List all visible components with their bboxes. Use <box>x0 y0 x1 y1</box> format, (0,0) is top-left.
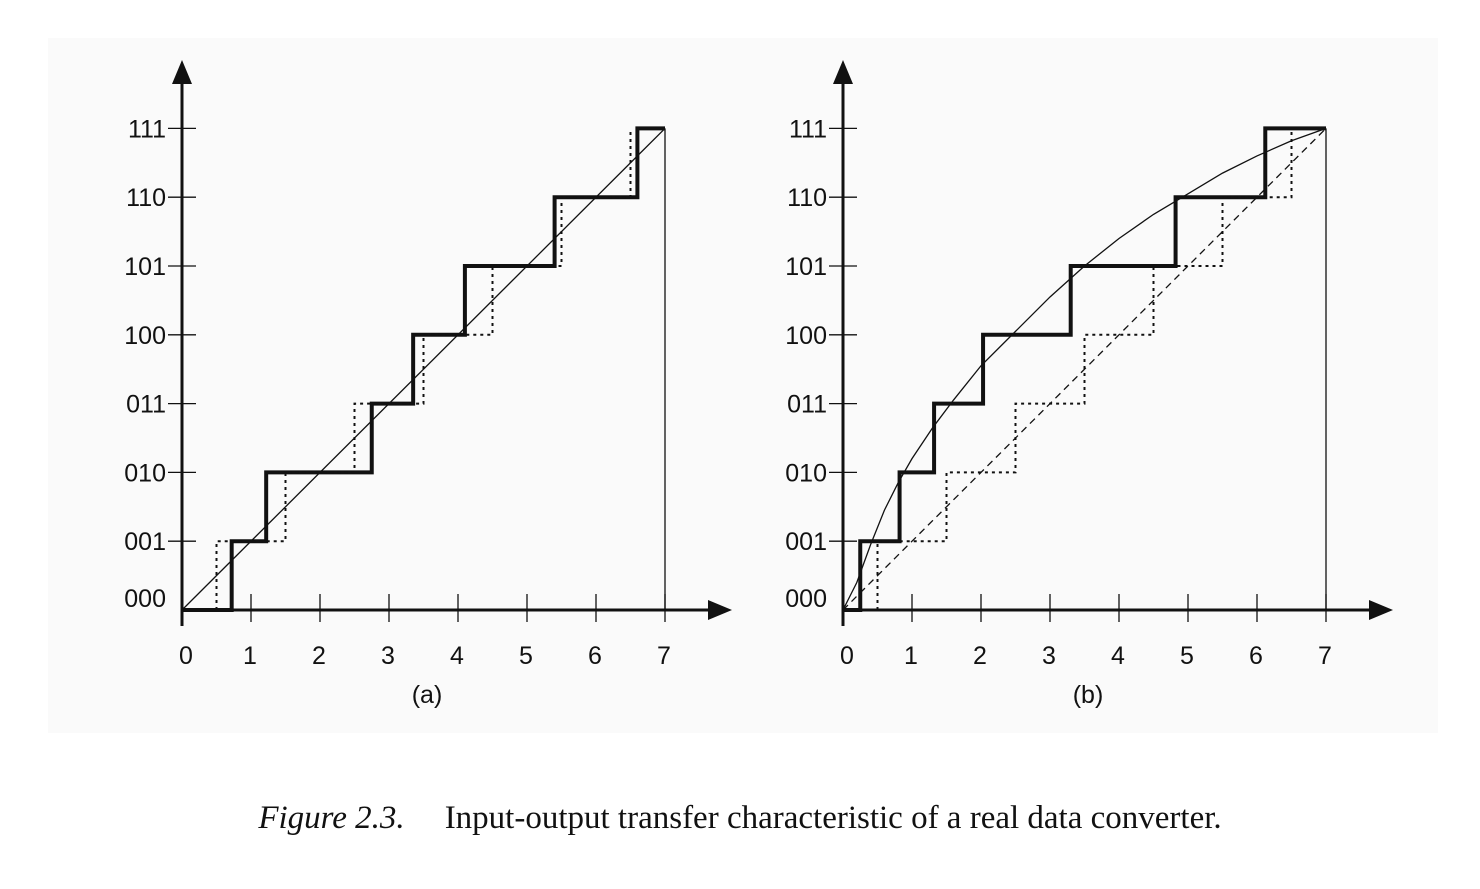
y-tick-label: 011 <box>126 391 166 419</box>
x-tick-label: 0 <box>840 642 854 670</box>
y-tick-label: 000 <box>124 585 166 613</box>
y-tick-label: 100 <box>785 322 827 350</box>
series-line-solid-thin <box>181 127 666 611</box>
x-tick-label: 4 <box>1111 642 1125 670</box>
y-axis-arrow-icon <box>833 60 853 84</box>
figure-background <box>48 38 1438 733</box>
x-axis-arrow-icon <box>708 600 732 620</box>
y-tick-label: 101 <box>785 253 827 281</box>
y-tick-label: 111 <box>789 115 827 143</box>
y-tick-label: 011 <box>787 391 827 419</box>
x-tick-label: 3 <box>381 642 395 670</box>
y-tick-label: 001 <box>124 528 166 556</box>
x-tick-label: 6 <box>588 642 602 670</box>
series-line-dotted <box>215 128 632 610</box>
panel-label: (a) <box>412 681 443 709</box>
caption-text: Input-output transfer characteristic of … <box>444 800 1222 836</box>
x-axis-arrow-icon <box>1369 600 1393 620</box>
x-tick-label: 1 <box>243 642 257 670</box>
x-tick-label: 7 <box>657 642 671 670</box>
y-tick-label: 010 <box>785 459 827 487</box>
x-tick-label: 0 <box>179 642 193 670</box>
y-tick-label: 110 <box>126 184 166 212</box>
figure-caption: Figure 2.3. Input-output transfer charact… <box>0 800 1480 837</box>
x-tick-label: 4 <box>450 642 464 670</box>
x-tick-label: 3 <box>1042 642 1056 670</box>
series-line-dashed <box>842 127 1327 611</box>
y-tick-label: 010 <box>124 459 166 487</box>
x-tick-label: 2 <box>973 642 987 670</box>
y-tick-label: 100 <box>124 322 166 350</box>
x-tick-label: 6 <box>1249 642 1263 670</box>
y-tick-label: 001 <box>785 528 827 556</box>
x-tick-label: 5 <box>519 642 533 670</box>
figure-number: Figure 2.3. <box>258 800 405 836</box>
x-tick-label: 7 <box>1318 642 1332 670</box>
y-tick-label: 000 <box>785 585 827 613</box>
y-tick-label: 111 <box>128 115 166 143</box>
y-tick-label: 101 <box>124 253 166 281</box>
y-tick-label: 110 <box>787 184 827 212</box>
series-line-dotted <box>876 128 1293 610</box>
x-tick-label: 1 <box>904 642 918 670</box>
panel-label: (b) <box>1073 681 1104 709</box>
x-tick-label: 2 <box>312 642 326 670</box>
x-tick-label: 5 <box>1180 642 1194 670</box>
series-line-solid-thin <box>842 127 1327 611</box>
y-axis-arrow-icon <box>172 60 192 84</box>
